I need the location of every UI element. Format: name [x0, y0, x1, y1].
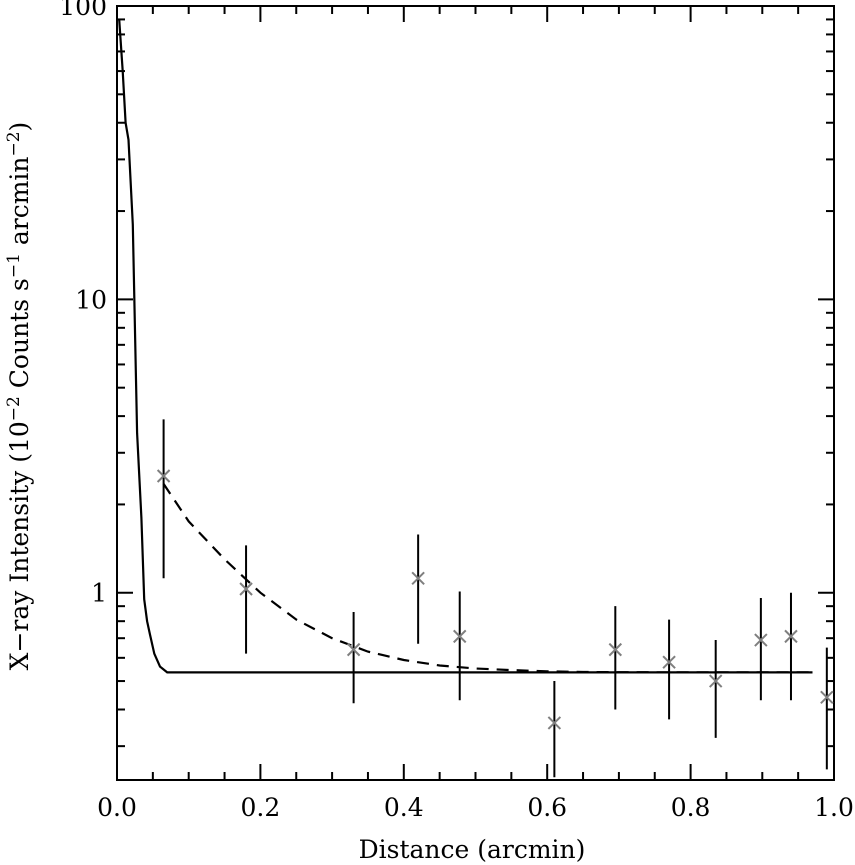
- data-point-marker: [547, 716, 562, 730]
- dashed-model-curve: [162, 483, 813, 674]
- plot-border: [116, 5, 835, 781]
- marker-stroke: [547, 716, 562, 730]
- y-axis-label: X−ray Intensity (10−2 Counts s−1 arcmin−…: [4, 122, 34, 671]
- x-tick-label: 0.0: [97, 793, 137, 822]
- marker-stroke: [239, 582, 253, 596]
- y-axis-label-superscript: −2: [4, 396, 24, 421]
- y-tick-label: 100: [59, 0, 107, 21]
- marker-stroke: [820, 690, 834, 705]
- x-tick-label: 0.6: [527, 793, 567, 822]
- data-point-marker: [608, 642, 623, 657]
- marker-stroke: [784, 629, 798, 644]
- data-point-marker: [708, 674, 723, 688]
- marker-stroke: [662, 655, 676, 669]
- x-tick-label: 0.8: [671, 793, 711, 822]
- data-point-marker: [662, 655, 676, 669]
- marker-stroke: [453, 629, 467, 644]
- data-point-marker: [411, 571, 425, 586]
- data-point-marker: [239, 582, 253, 596]
- marker-stroke: [754, 633, 768, 647]
- y-axis-label-part: X−ray Intensity (10: [5, 421, 34, 670]
- marker-stroke: [411, 571, 425, 586]
- marker-stroke: [608, 642, 623, 657]
- x-tick-label: 0.4: [384, 793, 424, 822]
- y-axis-label-superscript: −1: [4, 253, 24, 278]
- y-axis-label-part: arcmin: [5, 157, 34, 254]
- axis-ticks: 0.0 0.2 0.4 0.6 0.8 1.0 1 10 100: [59, 0, 854, 822]
- data-points: [156, 419, 834, 778]
- data-point-marker: [156, 469, 171, 483]
- x-tick-label: 0.2: [241, 793, 281, 822]
- marker-stroke: [346, 642, 361, 657]
- marker-stroke: [708, 674, 723, 688]
- x-axis-label: Distance (arcmin): [359, 835, 586, 864]
- data-point-marker: [346, 642, 361, 657]
- data-point-marker: [820, 690, 834, 705]
- x-tick-label: 1.0: [814, 793, 854, 822]
- data-point-marker: [754, 633, 768, 647]
- data-point-marker: [453, 629, 467, 644]
- y-tick-label: 1: [91, 579, 107, 608]
- solid-model-curve: [118, 19, 813, 674]
- axis-labels: Distance (arcmin) X−ray Intensity (10−2 …: [4, 122, 585, 864]
- y-axis-label-superscript: −2: [4, 131, 24, 156]
- y-axis-label-part: Counts s: [5, 278, 34, 396]
- model-curves: [118, 19, 813, 674]
- y-axis-label-part: ): [5, 122, 34, 132]
- y-tick-label: 10: [75, 285, 107, 314]
- marker-stroke: [156, 469, 171, 483]
- data-point-marker: [784, 629, 798, 644]
- plot-frame: [116, 5, 835, 781]
